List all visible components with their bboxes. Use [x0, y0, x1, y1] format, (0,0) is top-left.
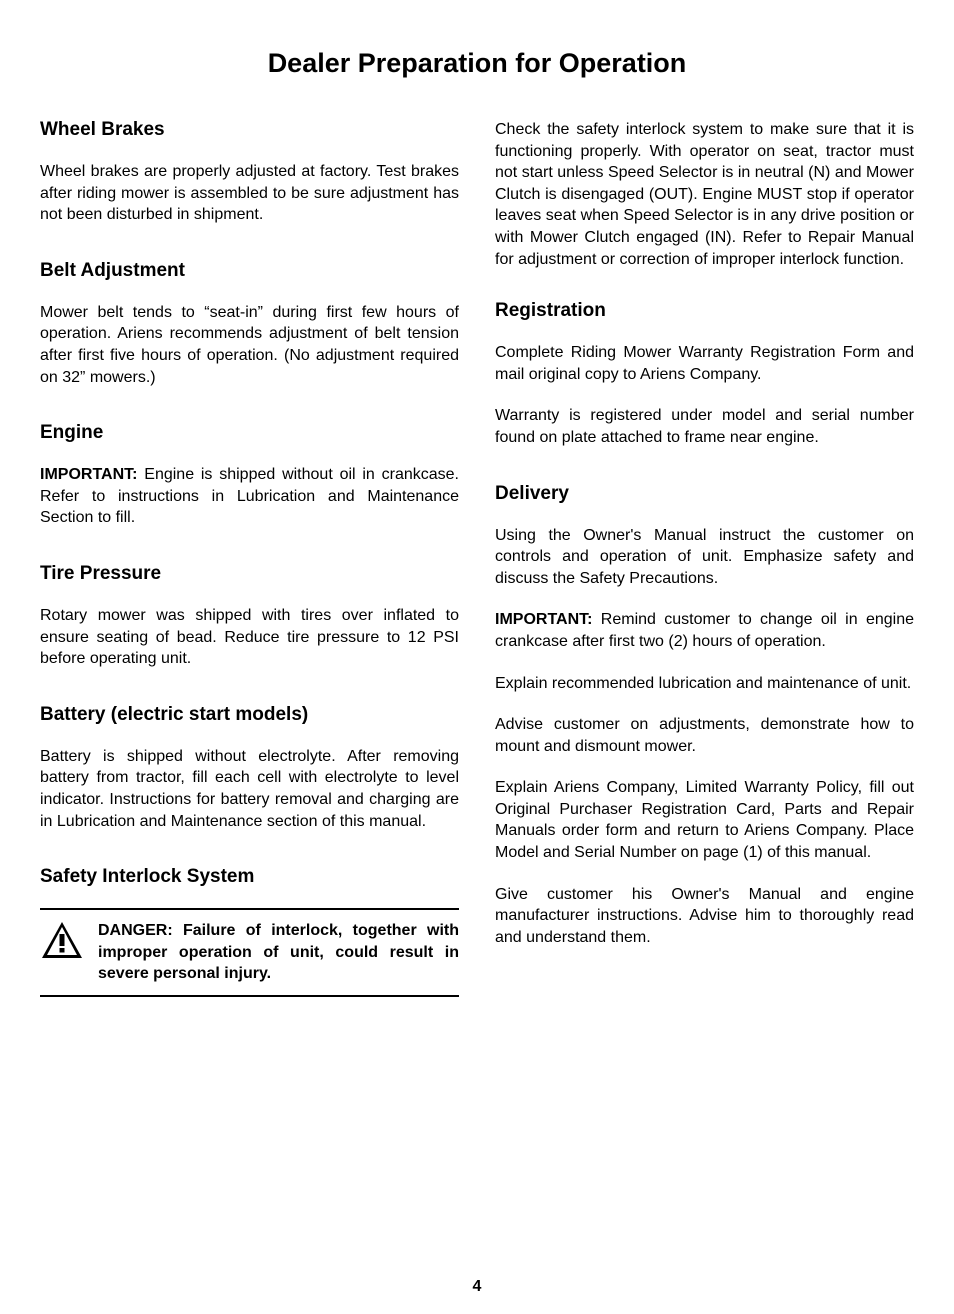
para-registration-1: Complete Riding Mower Warranty Registrat… [495, 342, 914, 385]
section-tire-pressure: Tire Pressure Rotary mower was shipped w… [40, 563, 459, 670]
para-delivery-1: Using the Owner's Manual instruct the cu… [495, 525, 914, 590]
para-interlock-check: Check the safety interlock system to mak… [495, 119, 914, 270]
important-label: IMPORTANT: [40, 466, 144, 483]
two-column-layout: Wheel Brakes Wheel brakes are properly a… [40, 119, 914, 1031]
heading-engine: Engine [40, 422, 459, 444]
section-registration: Registration Complete Riding Mower Warra… [495, 300, 914, 448]
para-delivery-3: Explain recommended lubrication and main… [495, 673, 914, 695]
section-wheel-brakes: Wheel Brakes Wheel brakes are properly a… [40, 119, 459, 226]
warning-icon [40, 920, 84, 960]
important-label-2: IMPORTANT: [495, 611, 601, 628]
para-battery: Battery is shipped without electrolyte. … [40, 746, 459, 832]
section-battery: Battery (electric start models) Battery … [40, 704, 459, 832]
para-engine: IMPORTANT: Engine is shipped without oil… [40, 464, 459, 529]
section-delivery: Delivery Using the Owner's Manual instru… [495, 483, 914, 949]
para-belt-adjustment: Mower belt tends to “seat-in” during fir… [40, 302, 459, 388]
section-belt-adjustment: Belt Adjustment Mower belt tends to “sea… [40, 260, 459, 388]
para-tire-pressure: Rotary mower was shipped with tires over… [40, 605, 459, 670]
section-safety-interlock: Safety Interlock System DANGER: Failure … [40, 866, 459, 997]
heading-belt-adjustment: Belt Adjustment [40, 260, 459, 282]
right-column: Check the safety interlock system to mak… [495, 119, 914, 1031]
danger-box: DANGER: Failure of interlock, together w… [40, 908, 459, 997]
heading-battery: Battery (electric start models) [40, 704, 459, 726]
para-registration-2: Warranty is registered under model and s… [495, 405, 914, 448]
page-number: 4 [0, 1278, 954, 1296]
heading-wheel-brakes: Wheel Brakes [40, 119, 459, 141]
heading-delivery: Delivery [495, 483, 914, 505]
heading-registration: Registration [495, 300, 914, 322]
left-column: Wheel Brakes Wheel brakes are properly a… [40, 119, 459, 1031]
para-delivery-6: Give customer his Owner's Manual and eng… [495, 884, 914, 949]
section-engine: Engine IMPORTANT: Engine is shipped with… [40, 422, 459, 529]
para-delivery-5: Explain Ariens Company, Limited Warranty… [495, 777, 914, 863]
danger-text: DANGER: Failure of interlock, together w… [98, 920, 459, 985]
para-delivery-4: Advise customer on adjustments, demonstr… [495, 714, 914, 757]
para-wheel-brakes: Wheel brakes are properly adjusted at fa… [40, 161, 459, 226]
heading-tire-pressure: Tire Pressure [40, 563, 459, 585]
heading-safety-interlock: Safety Interlock System [40, 866, 459, 888]
page-title: Dealer Preparation for Operation [40, 48, 914, 79]
para-delivery-2: IMPORTANT: Remind customer to change oil… [495, 609, 914, 652]
